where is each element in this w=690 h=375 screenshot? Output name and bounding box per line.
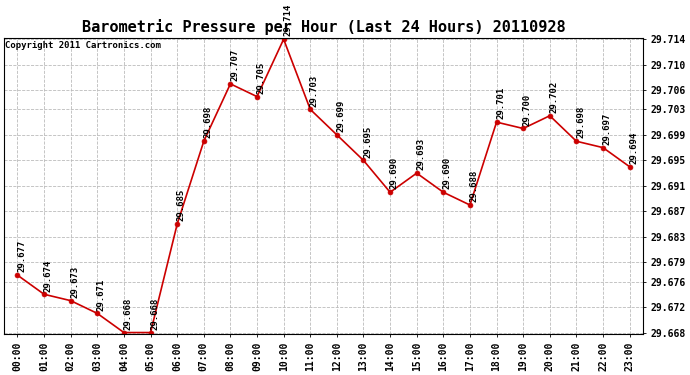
Text: 29.668: 29.668 (150, 297, 159, 330)
Text: Copyright 2011 Cartronics.com: Copyright 2011 Cartronics.com (6, 41, 161, 50)
Text: 29.698: 29.698 (204, 106, 213, 138)
Text: 29.700: 29.700 (523, 93, 532, 126)
Text: 29.714: 29.714 (284, 4, 293, 36)
Text: 29.674: 29.674 (43, 259, 52, 291)
Text: 29.694: 29.694 (629, 132, 638, 164)
Text: 29.699: 29.699 (337, 100, 346, 132)
Text: 29.703: 29.703 (310, 74, 319, 106)
Text: 29.673: 29.673 (70, 266, 79, 298)
Text: 29.671: 29.671 (97, 278, 106, 310)
Text: 29.697: 29.697 (602, 112, 612, 145)
Text: 29.677: 29.677 (17, 240, 26, 272)
Text: 29.698: 29.698 (576, 106, 585, 138)
Text: 29.701: 29.701 (496, 87, 505, 119)
Title: Barometric Pressure per Hour (Last 24 Hours) 20110928: Barometric Pressure per Hour (Last 24 Ho… (81, 20, 565, 35)
Text: 29.702: 29.702 (549, 81, 558, 113)
Text: 29.685: 29.685 (177, 189, 186, 221)
Text: 29.668: 29.668 (124, 297, 132, 330)
Text: 29.688: 29.688 (470, 170, 479, 202)
Text: 29.707: 29.707 (230, 49, 239, 81)
Text: 29.690: 29.690 (443, 157, 452, 189)
Text: 29.705: 29.705 (257, 62, 266, 94)
Text: 29.690: 29.690 (390, 157, 399, 189)
Text: 29.693: 29.693 (416, 138, 425, 170)
Text: 29.695: 29.695 (363, 125, 372, 158)
